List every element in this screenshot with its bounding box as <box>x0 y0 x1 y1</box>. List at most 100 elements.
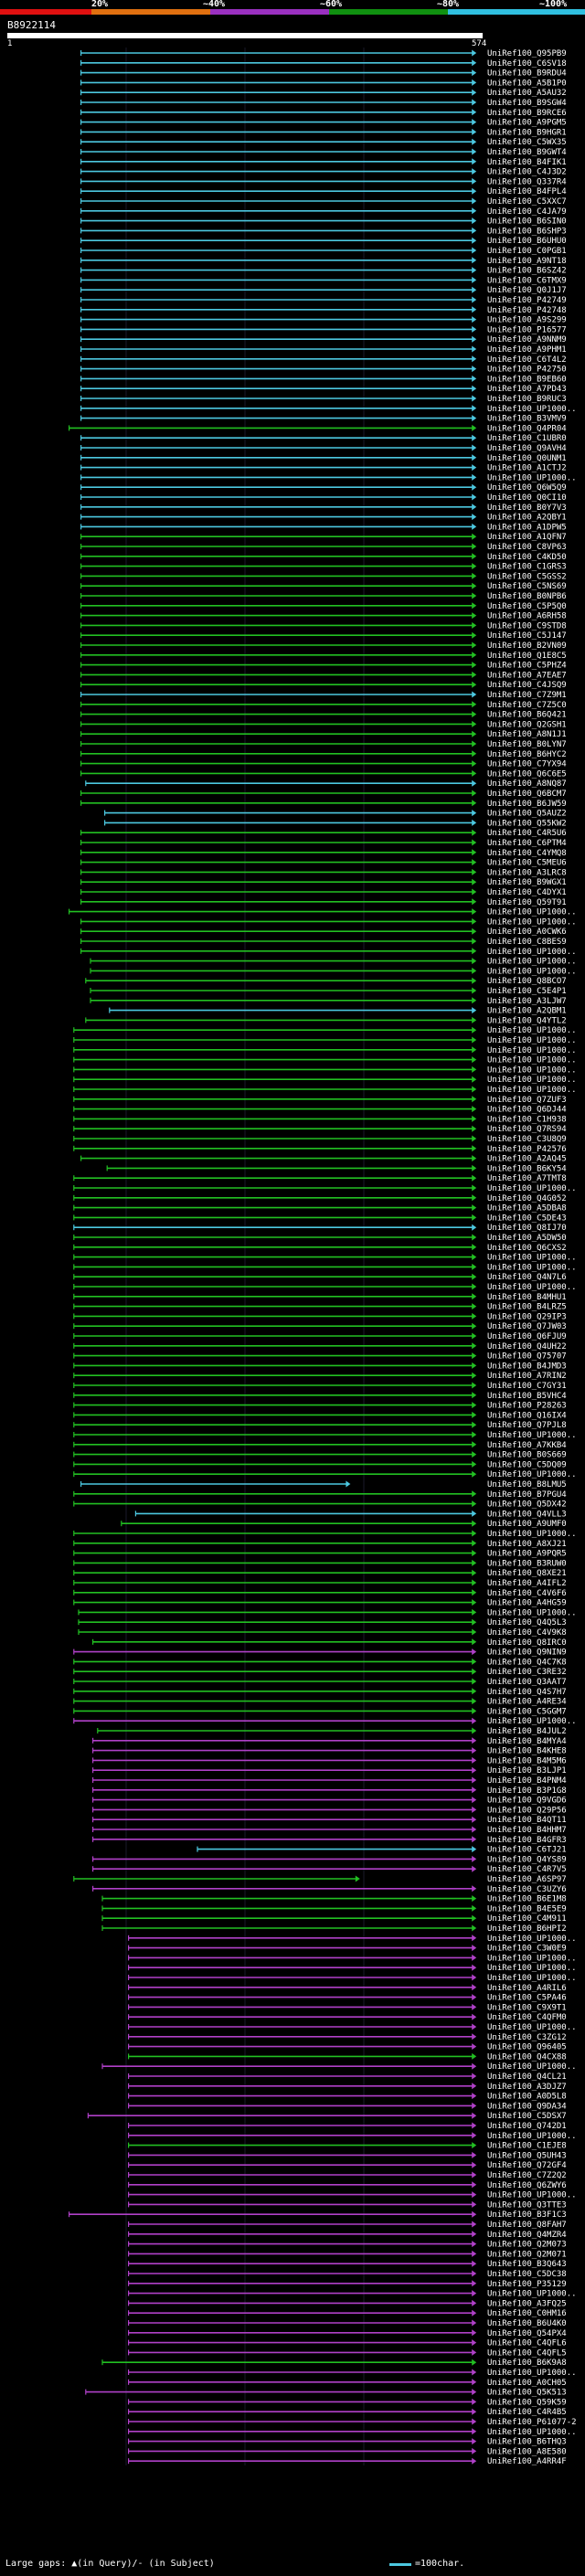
hit-row[interactable]: UniRef100_P42748 <box>80 306 567 315</box>
hit-label[interactable]: UniRef100_A4HG59 <box>487 1599 567 1608</box>
hit-row[interactable]: UniRef100_C3W0E9 <box>128 1945 567 1954</box>
hit-row[interactable]: UniRef100_B6JW59 <box>80 800 567 809</box>
hit-row[interactable]: UniRef100_B0LYN7 <box>80 740 567 749</box>
hit-label[interactable]: UniRef100_A7KKB4 <box>487 1441 567 1450</box>
hit-label[interactable]: UniRef100_Q59K59 <box>487 2398 567 2407</box>
hit-row[interactable]: UniRef100_UP1000.. <box>80 917 577 927</box>
hit-label[interactable]: UniRef100_C3ZG12 <box>487 2033 567 2042</box>
hit-row[interactable]: UniRef100_B2VN09 <box>80 641 567 651</box>
hit-row[interactable]: UniRef100_A1DPW5 <box>80 523 567 532</box>
hit-label[interactable]: UniRef100_B3RUW0 <box>487 1559 567 1568</box>
hit-label[interactable]: UniRef100_UP1000.. <box>487 1530 577 1539</box>
hit-label[interactable]: UniRef100_A9NNM9 <box>487 335 567 345</box>
hit-row[interactable]: UniRef100_A8N1J1 <box>80 730 567 739</box>
hit-row[interactable]: UniRef100_C4R5U6 <box>80 829 567 838</box>
hit-row[interactable]: UniRef100_A4IFL2 <box>73 1579 567 1588</box>
hit-label[interactable]: UniRef100_P35129 <box>487 2280 567 2289</box>
hit-label[interactable]: UniRef100_Q0J1J7 <box>487 286 567 295</box>
hit-row[interactable]: UniRef100_C7Z9M1 <box>80 691 567 700</box>
hit-label[interactable]: UniRef100_C5PA46 <box>487 1994 567 2003</box>
hit-row[interactable]: UniRef100_B3RUW0 <box>73 1559 567 1568</box>
hit-label[interactable]: UniRef100_B0LYN7 <box>487 740 567 749</box>
hit-row[interactable]: UniRef100_B3P1G8 <box>91 1786 567 1796</box>
hit-label[interactable]: UniRef100_UP1000.. <box>487 1470 577 1479</box>
hit-label[interactable]: UniRef100_A4RE34 <box>487 1698 567 1707</box>
hit-row[interactable]: UniRef100_B6SIN0 <box>80 217 567 227</box>
hit-row[interactable]: UniRef100_Q8FAH7 <box>128 2221 567 2230</box>
hit-label[interactable]: UniRef100_P42749 <box>487 296 567 305</box>
hit-label[interactable]: UniRef100_B7PGU4 <box>487 1490 567 1500</box>
hit-label[interactable]: UniRef100_A5AU32 <box>487 89 567 98</box>
hit-row[interactable]: UniRef100_B4PNM4 <box>91 1776 567 1786</box>
hit-row[interactable]: UniRef100_Q3TTE3 <box>128 2200 567 2210</box>
hit-row[interactable]: UniRef100_C5MEU6 <box>80 859 567 868</box>
hit-label[interactable]: UniRef100_UP1000.. <box>487 1964 577 1973</box>
hit-label[interactable]: UniRef100_B4LRZ5 <box>487 1303 567 1312</box>
hit-label[interactable]: UniRef100_Q16IX4 <box>487 1411 567 1420</box>
hit-row[interactable]: UniRef100_A1CTJ2 <box>80 464 567 473</box>
hit-row[interactable]: UniRef100_Q5AUZ2 <box>103 810 567 819</box>
hit-row[interactable]: UniRef100_B6HPI2 <box>101 1924 567 1934</box>
hit-label[interactable]: UniRef100_Q7PJL8 <box>487 1421 567 1430</box>
hit-row[interactable]: UniRef100_C4DYX1 <box>80 888 567 897</box>
hit-label[interactable]: UniRef100_B3LJP1 <box>487 1766 567 1776</box>
hit-label[interactable]: UniRef100_Q4VLL3 <box>487 1510 567 1519</box>
hit-row[interactable]: UniRef100_B9WGX1 <box>80 878 567 887</box>
hit-row[interactable]: UniRef100_A9PHM1 <box>80 345 567 355</box>
hit-label[interactable]: UniRef100_A9UMF0 <box>487 1520 567 1529</box>
hit-label[interactable]: UniRef100_A4RR4F <box>487 2457 567 2466</box>
hit-label[interactable]: UniRef100_C4R7V5 <box>487 1865 567 1874</box>
hit-row[interactable]: UniRef100_Q6CXS2 <box>73 1244 567 1253</box>
hit-row[interactable]: UniRef100_A2AQ45 <box>80 1155 567 1164</box>
hit-row[interactable]: UniRef100_A9UMF0 <box>121 1520 567 1529</box>
hit-label[interactable]: UniRef100_A8NQ87 <box>487 779 567 789</box>
hit-row[interactable]: UniRef100_Q59K59 <box>128 2398 567 2407</box>
hit-label[interactable]: UniRef100_C5J147 <box>487 631 567 641</box>
hit-label[interactable]: UniRef100_UP1000.. <box>487 2290 577 2299</box>
hit-label[interactable]: UniRef100_A5B1P0 <box>487 79 567 88</box>
hit-row[interactable]: UniRef100_UP1000.. <box>73 1263 577 1272</box>
hit-label[interactable]: UniRef100_A8E580 <box>487 2447 567 2456</box>
hit-label[interactable]: UniRef100_UP1000.. <box>487 1184 577 1193</box>
hit-label[interactable]: UniRef100_B9HGR1 <box>487 128 567 137</box>
hit-label[interactable]: UniRef100_Q4UH22 <box>487 1342 567 1352</box>
hit-row[interactable]: UniRef100_UP1000.. <box>80 948 577 957</box>
hit-label[interactable]: UniRef100_C1EJE8 <box>487 2142 567 2151</box>
hit-row[interactable]: UniRef100_UP1000.. <box>73 1086 577 1095</box>
hit-label[interactable]: UniRef100_B4GFR3 <box>487 1836 567 1845</box>
hit-label[interactable]: UniRef100_A6SP97 <box>487 1875 567 1884</box>
hit-row[interactable]: UniRef100_UP1000.. <box>80 405 577 414</box>
hit-label[interactable]: UniRef100_C3U8Q9 <box>487 1135 567 1144</box>
hit-row[interactable]: UniRef100_C4R7V5 <box>91 1865 567 1874</box>
hit-row[interactable]: UniRef100_A0D5L8 <box>128 2093 567 2102</box>
hit-row[interactable]: UniRef100_UP1000.. <box>128 2023 577 2032</box>
hit-row[interactable]: UniRef100_A2QBM1 <box>109 1007 567 1016</box>
hit-label[interactable]: UniRef100_Q8BCO7 <box>487 977 567 986</box>
hit-row[interactable]: UniRef100_C8VP63 <box>80 543 567 552</box>
hit-row[interactable]: UniRef100_A7KKB4 <box>73 1441 567 1450</box>
hit-row[interactable]: UniRef100_A3LJW7 <box>90 997 567 1006</box>
hit-row[interactable]: UniRef100_UP1000.. <box>73 1046 577 1055</box>
hit-label[interactable]: UniRef100_Q0UNM1 <box>487 454 567 463</box>
hit-label[interactable]: UniRef100_B5VHC4 <box>487 1392 567 1401</box>
hit-row[interactable]: UniRef100_UP1000.. <box>73 1026 577 1035</box>
hit-label[interactable]: UniRef100_UP1000.. <box>487 967 577 976</box>
hit-row[interactable]: UniRef100_B3LJP1 <box>91 1766 567 1776</box>
hit-row[interactable]: UniRef100_UP1000.. <box>90 958 577 967</box>
hit-row[interactable]: UniRef100_B0S669 <box>73 1451 567 1460</box>
hit-label[interactable]: UniRef100_B9RCE6 <box>487 109 567 118</box>
hit-label[interactable]: UniRef100_Q6C6E5 <box>487 769 567 779</box>
hit-label[interactable]: UniRef100_C4R5U6 <box>487 829 567 838</box>
hit-row[interactable]: UniRef100_Q5K513 <box>85 2389 567 2398</box>
hit-label[interactable]: UniRef100_A9PHM1 <box>487 345 567 355</box>
hit-row[interactable]: UniRef100_Q4CX88 <box>128 2052 567 2062</box>
hit-row[interactable]: UniRef100_Q7RS94 <box>73 1125 567 1134</box>
hit-label[interactable]: UniRef100_UP1000.. <box>487 1717 577 1726</box>
hit-label[interactable]: UniRef100_A2QBY1 <box>487 514 567 523</box>
hit-row[interactable]: UniRef100_B9RCE6 <box>80 109 567 118</box>
hit-label[interactable]: UniRef100_Q4MZR4 <box>487 2231 567 2240</box>
hit-label[interactable]: UniRef100_B0Y7V3 <box>487 504 567 513</box>
hit-row[interactable]: UniRef100_B9HGR1 <box>80 128 567 137</box>
hit-label[interactable]: UniRef100_C0PGB1 <box>487 247 567 256</box>
hit-row[interactable]: UniRef100_Q6DJ44 <box>73 1106 567 1115</box>
